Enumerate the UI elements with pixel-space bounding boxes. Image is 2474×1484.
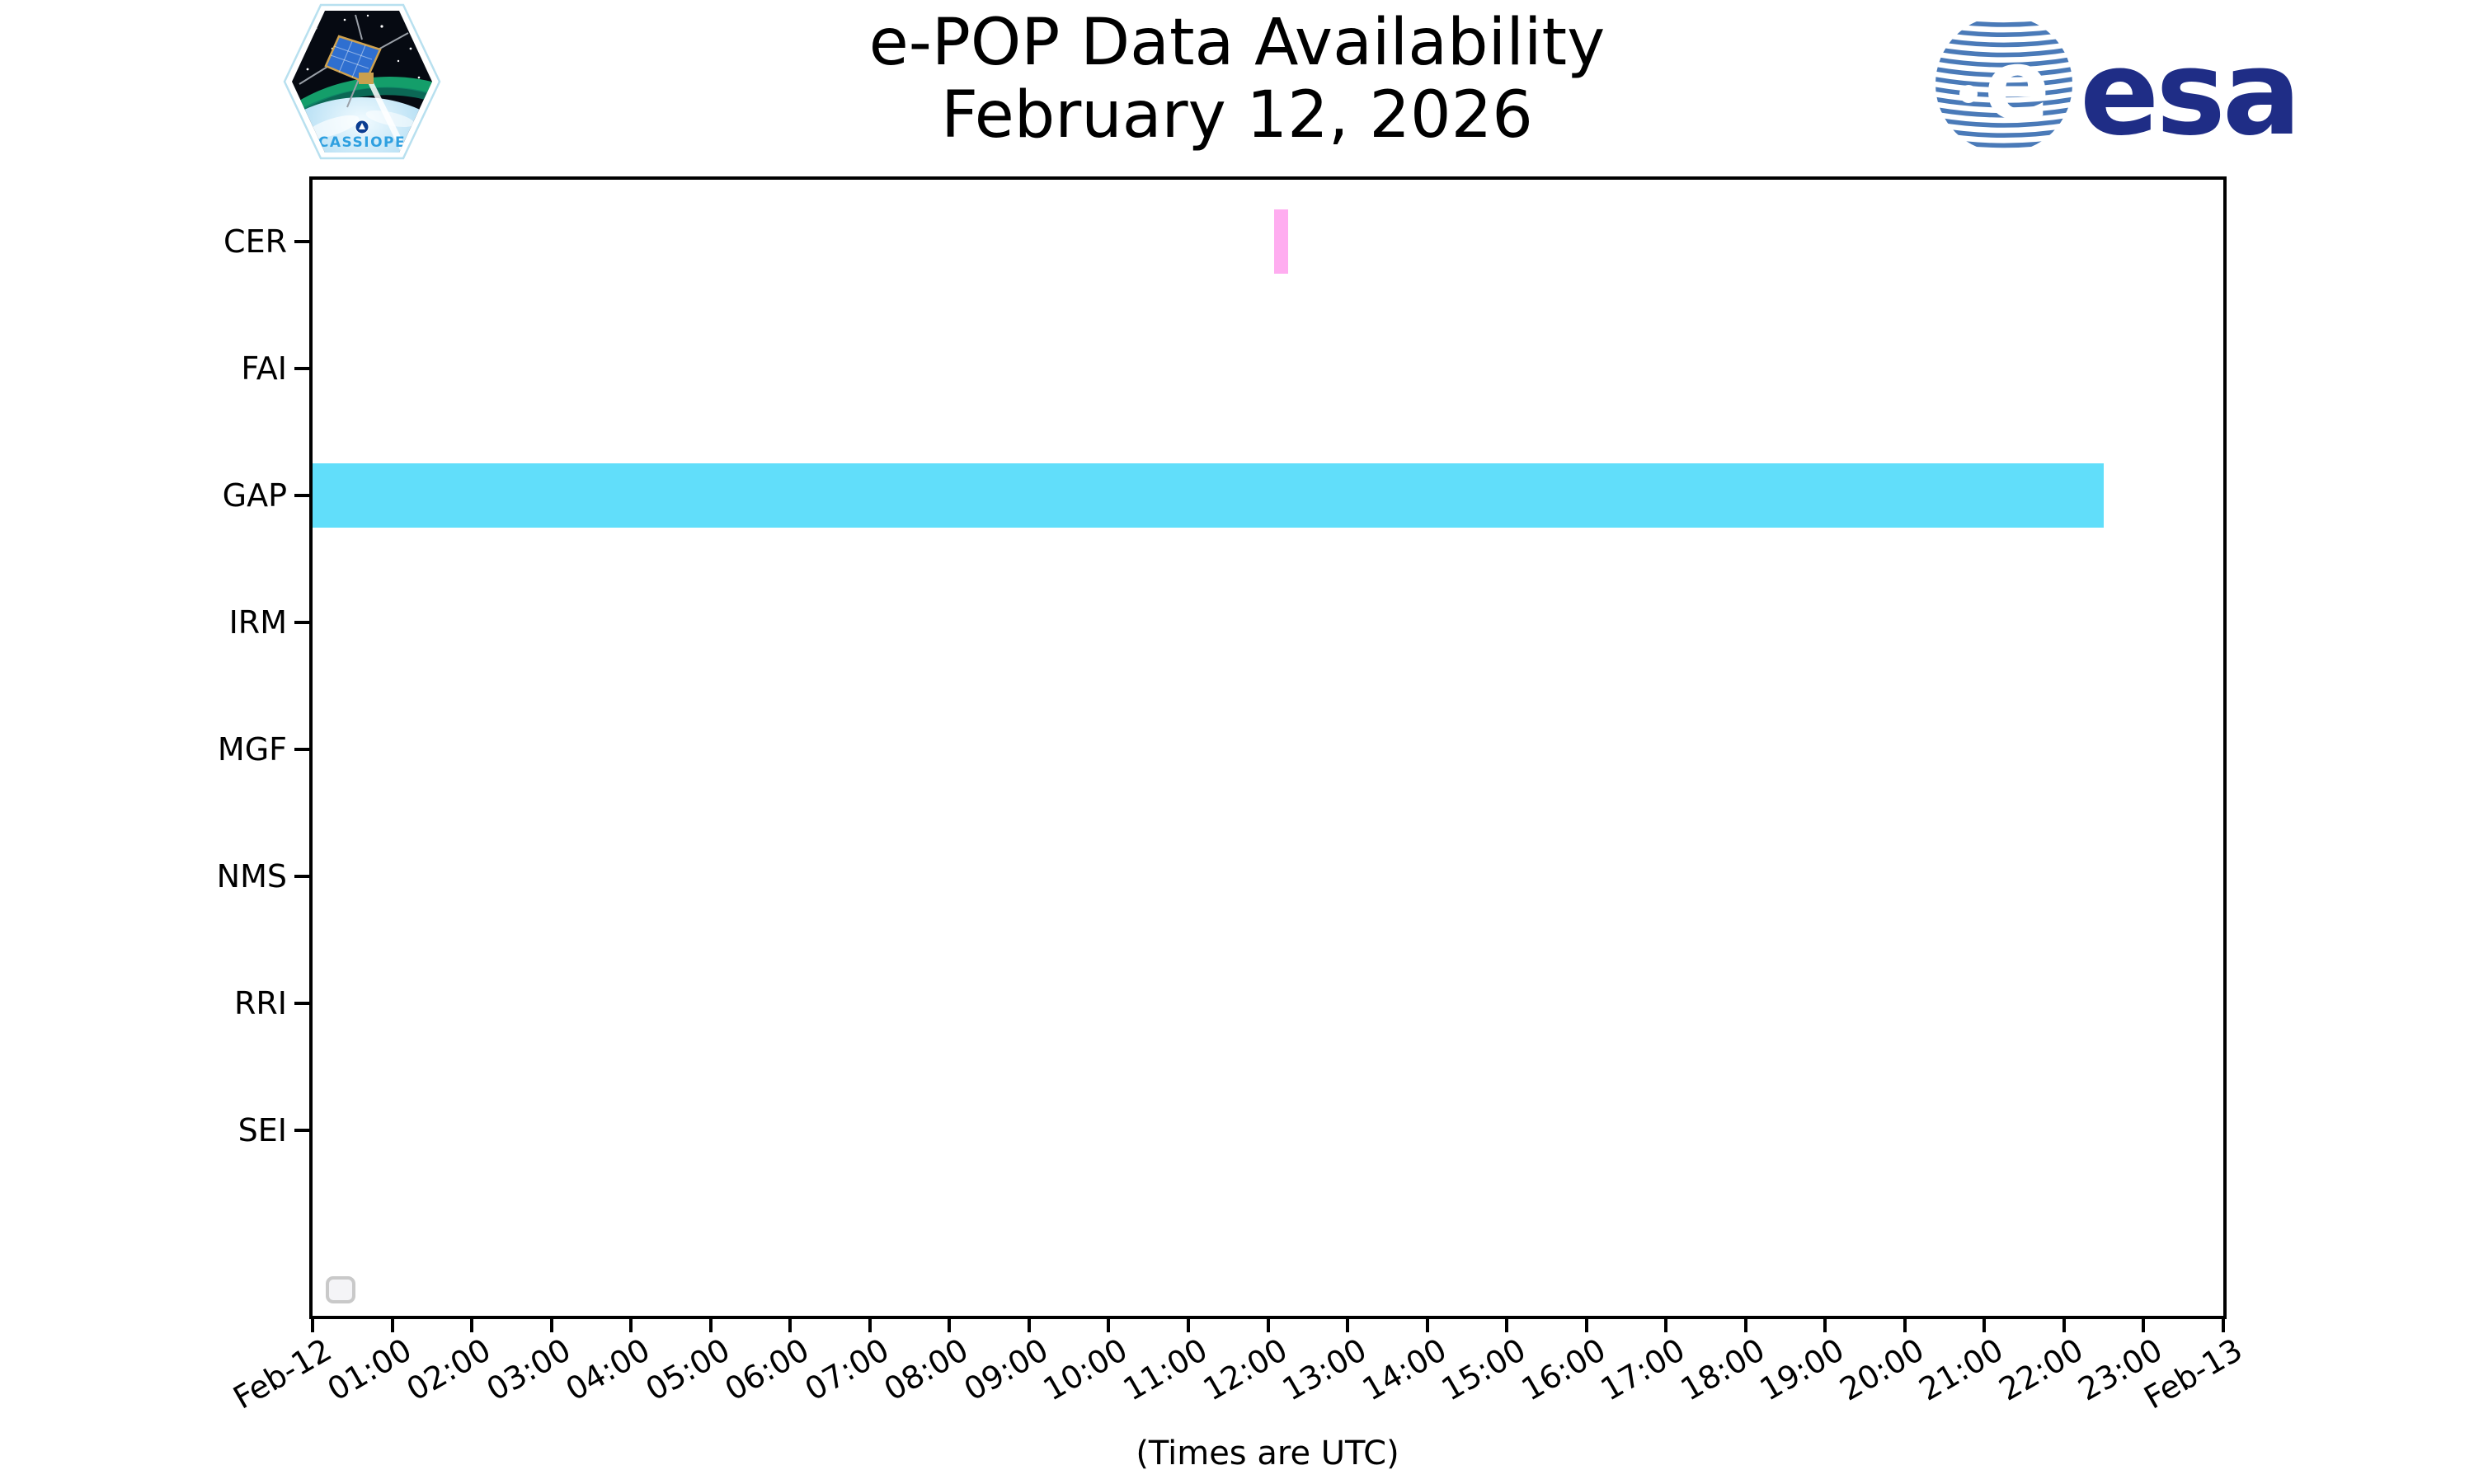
y-tick-mgf <box>294 748 309 751</box>
x-tick-09:00 <box>1027 1319 1031 1332</box>
esa-wordmark: esa <box>2080 26 2298 158</box>
x-tick-15:00 <box>1505 1319 1509 1332</box>
y-tick-cer <box>294 240 309 243</box>
figure-title: e-POP Data Availability <box>868 6 1606 80</box>
x-tick-16:00 <box>1584 1319 1588 1332</box>
x-tick-21:00 <box>1982 1319 1987 1332</box>
row-label-cer: CER <box>223 223 287 260</box>
esa-globe-icon: e <box>1935 16 2072 153</box>
row-label-nms: NMS <box>216 858 287 895</box>
x-tick-10:00 <box>1107 1319 1111 1332</box>
x-tick-14:00 <box>1425 1319 1429 1332</box>
x-tick-17:00 <box>1664 1319 1668 1332</box>
esa-logo: e esa <box>1935 16 2302 158</box>
x-tick-03:00 <box>549 1319 553 1332</box>
row-label-fai: FAI <box>241 350 287 387</box>
x-tick-08:00 <box>948 1319 952 1332</box>
row-label-irm: IRM <box>228 604 287 641</box>
empty-legend-box <box>326 1276 355 1303</box>
patch-satellite <box>299 14 409 108</box>
x-tick-07:00 <box>868 1319 872 1332</box>
x-tick-01:00 <box>390 1319 394 1332</box>
figure-subtitle: February 12, 2026 <box>941 78 1533 153</box>
x-tick-22:00 <box>2062 1319 2066 1332</box>
x-tick-02:00 <box>470 1319 474 1332</box>
x-tick-11:00 <box>1186 1319 1190 1332</box>
cer-availability-bar <box>1274 209 1288 274</box>
x-tick-feb-12 <box>311 1319 314 1332</box>
x-tick-05:00 <box>708 1319 713 1332</box>
y-tick-irm <box>294 621 309 624</box>
patch-beam <box>366 79 408 152</box>
row-label-mgf: MGF <box>217 731 287 768</box>
x-tick-04:00 <box>629 1319 633 1332</box>
patch-cassiope-label: CASSIOPE <box>318 134 406 151</box>
cassiope-mission-patch: CASSIOPE <box>283 3 441 160</box>
y-tick-gap <box>294 494 309 497</box>
row-label-rri: RRI <box>233 985 287 1021</box>
x-tick-23:00 <box>2142 1319 2146 1332</box>
x-tick-19:00 <box>1823 1319 1827 1332</box>
row-label-sei: SEI <box>238 1112 287 1148</box>
svg-text:e: e <box>1984 28 2050 142</box>
y-tick-sei <box>294 1129 309 1132</box>
x-tick-06:00 <box>788 1319 793 1332</box>
x-tick-feb-13 <box>2222 1319 2225 1332</box>
x-tick-18:00 <box>1743 1319 1747 1332</box>
y-tick-rri <box>294 1002 309 1005</box>
figure-title-block: e-POP Data Availability February 12, 202… <box>0 7 2474 152</box>
x-axis-label: (Times are UTC) <box>1136 1435 1399 1472</box>
gap-availability-bar <box>313 463 2105 528</box>
y-tick-nms <box>294 875 309 878</box>
x-tick-13:00 <box>1346 1319 1350 1332</box>
plot-area <box>309 176 2227 1319</box>
x-tick-20:00 <box>1903 1319 1907 1332</box>
x-tick-12:00 <box>1266 1319 1270 1332</box>
patch-aurora <box>292 77 432 119</box>
y-tick-fai <box>294 367 309 370</box>
row-label-gap: GAP <box>222 477 287 514</box>
